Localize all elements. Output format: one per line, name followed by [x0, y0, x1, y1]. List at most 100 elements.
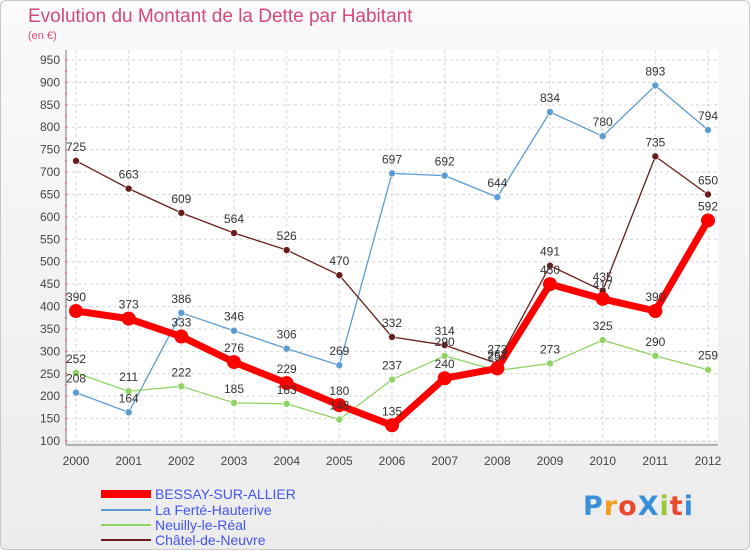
data-label: 390	[66, 290, 86, 304]
data-label: 164	[119, 391, 139, 405]
legend-swatch	[101, 508, 151, 511]
data-label: 333	[171, 316, 191, 330]
legend-label: BESSAY-SUR-ALLIER	[155, 485, 296, 502]
y-tick-label: 350	[40, 322, 60, 336]
data-point	[121, 311, 136, 326]
data-point	[335, 415, 344, 424]
data-point	[69, 304, 83, 319]
data-label: 390	[645, 290, 665, 304]
data-label: 450	[540, 263, 560, 277]
x-tick-label: 2009	[537, 454, 564, 468]
data-label: 834	[540, 91, 560, 105]
logo-letter: X	[637, 491, 660, 522]
y-minor-tick	[65, 260, 67, 263]
data-label: 211	[119, 370, 138, 384]
data-label: 180	[329, 384, 349, 398]
x-tick-label: 2004	[273, 454, 300, 468]
chart-title: Evolution du Montant de la Dette par Hab…	[28, 6, 413, 27]
y-minor-tick	[65, 215, 67, 218]
data-point	[177, 209, 186, 217]
data-point	[124, 387, 133, 396]
y-minor-tick	[65, 372, 67, 375]
y-minor-tick	[65, 137, 67, 140]
y-tick-label: 100	[40, 434, 60, 448]
logo-letter: t	[669, 491, 684, 522]
data-label: 386	[171, 292, 191, 306]
data-label: 273	[540, 342, 560, 356]
y-tick-label: 850	[40, 98, 60, 112]
y-tick-label: 300	[40, 344, 60, 358]
data-point	[651, 352, 660, 360]
y-minor-tick	[65, 328, 67, 330]
data-label: 609	[171, 192, 191, 206]
data-point	[388, 375, 396, 384]
data-label: 237	[382, 359, 402, 373]
data-label: 273	[487, 342, 507, 356]
data-label: 663	[119, 168, 139, 182]
legend-item-la-ferte: La Ferté-Hauterive	[101, 502, 272, 518]
data-label: 470	[329, 254, 349, 268]
data-label: 276	[224, 341, 244, 355]
y-minor-tick	[65, 171, 67, 173]
y-minor-tick	[65, 92, 67, 95]
data-label: 257	[487, 350, 507, 364]
data-point	[124, 408, 133, 417]
y-minor-tick	[65, 115, 67, 117]
data-label: 185	[224, 382, 244, 396]
proxiti-logo: ProXiti	[583, 491, 694, 522]
data-label: 229	[277, 362, 297, 376]
y-minor-tick	[65, 126, 67, 129]
data-point	[493, 193, 502, 201]
y-minor-tick	[65, 350, 67, 353]
y-tick-label: 500	[40, 255, 60, 269]
data-label: 262	[487, 347, 507, 361]
x-tick-label: 2008	[484, 454, 511, 468]
data-label: 725	[66, 140, 86, 154]
y-minor-tick	[65, 417, 67, 420]
legend-swatch	[101, 523, 151, 526]
data-label: 306	[277, 328, 297, 342]
data-label: 252	[66, 352, 86, 366]
data-point	[704, 190, 712, 199]
x-tick-label: 2003	[221, 454, 248, 468]
data-label: 697	[382, 152, 402, 166]
data-label: 373	[119, 298, 139, 312]
y-tick-label: 800	[40, 120, 60, 134]
data-point	[282, 344, 291, 353]
data-label: 135	[382, 404, 402, 418]
data-point	[546, 261, 554, 270]
data-point	[595, 291, 610, 306]
x-tick-label: 2006	[379, 454, 406, 468]
data-point	[230, 326, 238, 335]
logo-letter: P	[583, 491, 604, 522]
data-point	[282, 246, 291, 254]
data-label: 325	[593, 319, 613, 333]
data-point	[72, 369, 80, 377]
y-tick-label: 750	[40, 143, 60, 157]
legend-item-chatel: Châtel-de-Neuvre	[101, 532, 266, 548]
data-point	[72, 157, 80, 165]
data-point	[388, 169, 396, 178]
data-label: 692	[435, 155, 455, 169]
data-point	[388, 333, 396, 341]
y-tick-label: 700	[40, 165, 60, 179]
data-point	[598, 132, 607, 140]
data-point	[177, 382, 186, 391]
y-minor-tick	[65, 81, 67, 84]
data-point	[440, 171, 449, 180]
y-minor-tick	[65, 440, 67, 442]
y-minor-tick	[65, 395, 67, 398]
data-point	[648, 304, 663, 319]
data-label: 526	[277, 229, 297, 243]
y-tick-label: 450	[40, 277, 60, 291]
y-minor-tick	[65, 249, 67, 252]
data-label: 592	[698, 199, 718, 213]
data-label: 183	[277, 383, 297, 397]
data-label: 491	[540, 245, 560, 259]
data-label: 314	[435, 324, 455, 338]
data-point	[437, 371, 452, 386]
x-tick-label: 2010	[589, 454, 616, 468]
y-minor-tick	[65, 148, 67, 151]
logo-letter: i	[659, 491, 670, 522]
